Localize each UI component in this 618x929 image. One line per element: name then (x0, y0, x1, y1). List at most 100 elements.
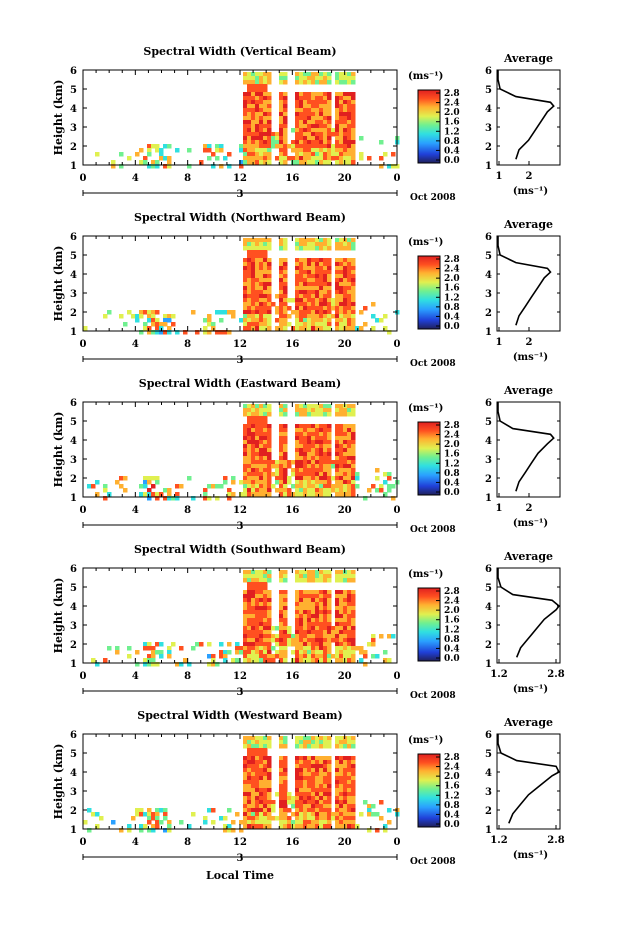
heatmap-cell (255, 578, 260, 583)
heatmap-cell (263, 132, 268, 137)
heatmap-cell (299, 148, 304, 153)
heatmap-cell (295, 744, 300, 749)
heatmap-cell (315, 428, 320, 433)
heatmap-cell (287, 796, 292, 801)
avg-y-tick-label: 4 (485, 104, 492, 115)
heatmap-cell (319, 156, 324, 161)
y-tick-label: 4 (70, 436, 77, 447)
heatmap-cell (267, 238, 272, 243)
heatmap-cell (339, 326, 344, 331)
heatmap-cell (251, 792, 256, 797)
heatmap-cell (155, 816, 160, 821)
heatmap-cell (295, 654, 300, 659)
heatmap-cell (235, 642, 240, 647)
x-tick-label: 8 (184, 173, 191, 184)
heatmap-cell (155, 824, 160, 829)
heatmap-cell (311, 630, 316, 635)
heatmap-cell (343, 80, 348, 85)
heatmap-cell (351, 160, 356, 165)
heatmap-cell (335, 274, 340, 279)
heatmap-cell (147, 330, 152, 335)
y-tick-label: 3 (70, 123, 77, 134)
heatmap-cell (331, 128, 336, 133)
heatmap-cell (315, 310, 320, 315)
heatmap-cell (279, 756, 284, 761)
heatmap-cell (311, 266, 316, 271)
heatmap-cell (147, 828, 152, 833)
heatmap-cell (147, 816, 152, 821)
heatmap-cell (283, 764, 288, 769)
heatmap-cell (311, 444, 316, 449)
heatmap-cell (379, 484, 384, 489)
heatmap-cell (291, 156, 296, 161)
heatmap-cell (347, 812, 352, 817)
heatmap-cell (319, 484, 324, 489)
heatmap-cell (295, 404, 300, 409)
heatmap-cell (299, 808, 304, 813)
heatmap-cell (143, 484, 148, 489)
heatmap-cell (299, 432, 304, 437)
heatmap-cell (243, 784, 248, 789)
heatmap-cell (335, 464, 340, 469)
y-tick-label: 6 (70, 398, 77, 409)
heatmap-cell (311, 646, 316, 651)
heatmap-cell (115, 650, 120, 655)
heatmap-cell (339, 136, 344, 141)
heatmap-cell (283, 290, 288, 295)
heatmap-cell (323, 820, 328, 825)
heatmap-cell (339, 816, 344, 821)
heatmap-cell (231, 828, 236, 833)
heatmap-cell (327, 614, 332, 619)
heatmap-cell (255, 416, 260, 421)
heatmap-cell (247, 242, 252, 247)
heatmap-cell (251, 602, 256, 607)
heatmap-cell (347, 808, 352, 813)
heatmap-cell (323, 72, 328, 77)
heatmap-cell (255, 294, 260, 299)
heatmap-cell (263, 254, 268, 259)
heatmap-cell (323, 610, 328, 615)
heatmap-cell (287, 314, 292, 319)
heatmap-cell (139, 824, 144, 829)
heatmap-cell (247, 460, 252, 465)
heatmap-cell (279, 650, 284, 655)
heatmap-cell (147, 152, 152, 157)
heatmap-cell (259, 148, 264, 153)
heatmap-cell (387, 164, 392, 169)
heatmap-cell (251, 650, 256, 655)
heatmap-cell (263, 84, 268, 89)
heatmap-cell (267, 144, 272, 149)
heatmap-cell (327, 278, 332, 283)
heatmap-cell (243, 472, 248, 477)
heatmap-cell (179, 646, 184, 651)
heatmap-cell (303, 294, 308, 299)
heatmap-cell (323, 76, 328, 81)
heatmap-cell (351, 756, 356, 761)
heatmap-cell (247, 812, 252, 817)
heatmap-cell (387, 634, 392, 639)
heatmap-cell (283, 464, 288, 469)
heatmap-cell (335, 638, 340, 643)
avg-x-label: (ms⁻¹) (513, 518, 548, 529)
heatmap-cell (267, 96, 272, 101)
heatmap-cell (163, 144, 168, 149)
avg-frame (496, 401, 561, 498)
heatmap-cell (151, 330, 156, 335)
heatmap-cell (327, 642, 332, 647)
heatmap-cell (267, 322, 272, 327)
heatmap-cell (323, 460, 328, 465)
heatmap-cell (331, 298, 336, 303)
heatmap-cell (255, 464, 260, 469)
heatmap-cell (323, 578, 328, 583)
heatmap-cell (323, 326, 328, 331)
heatmap-cell (283, 136, 288, 141)
heatmap-cell (299, 460, 304, 465)
heatmap-cell (343, 744, 348, 749)
heatmap-cell (307, 646, 312, 651)
heatmap-cell (211, 322, 216, 327)
heatmap-cell (303, 578, 308, 583)
heatmap-cell (351, 80, 356, 85)
heatmap-cell (343, 658, 348, 663)
heatmap-cell (347, 594, 352, 599)
heatmap-cell (255, 120, 260, 125)
